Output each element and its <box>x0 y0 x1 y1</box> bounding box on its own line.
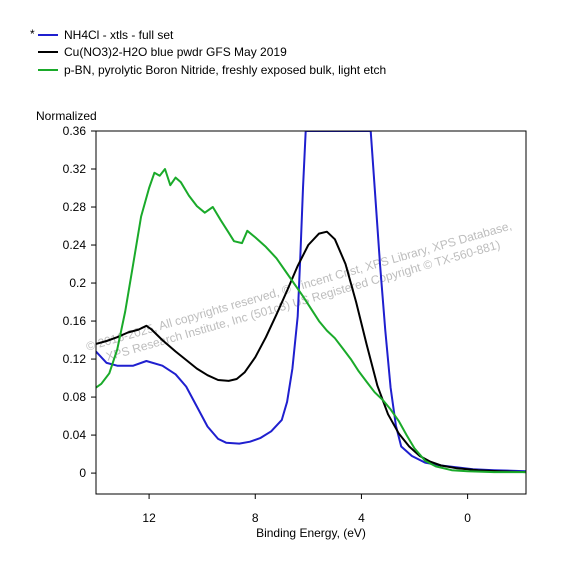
y-tick-label: 0 <box>79 466 86 480</box>
x-ticks: 12 8 4 0 <box>142 494 471 525</box>
x-tick-label: 8 <box>252 511 259 525</box>
y-tick-label: 0.28 <box>63 200 87 214</box>
y-tick-label: 0.12 <box>63 352 87 366</box>
y-axis-title: Normalized <box>36 109 97 123</box>
series-pbn-line <box>96 168 526 474</box>
plot-area: 0 0.04 0.08 0.12 0.16 0.2 0.24 0.28 0.32 0.36 12 8… <box>63 124 527 525</box>
y-tick-label: 0.2 <box>69 276 86 290</box>
y-tick-label: 0.32 <box>63 162 87 176</box>
legend-label-pbn: p-BN, pyrolytic Boron Nitride, freshly e… <box>64 63 386 77</box>
y-tick-label: 0.16 <box>63 314 87 328</box>
series-layer <box>96 131 526 474</box>
y-tick-label: 0.36 <box>63 124 87 138</box>
x-axis-title: Binding Energy, (eV) <box>256 526 366 540</box>
legend: * NH4Cl - xtls - full set Cu(NO3)2-H2O b… <box>30 27 386 77</box>
series-cu-nitrate-line <box>96 230 526 474</box>
y-tick-label: 0.24 <box>63 238 87 252</box>
legend-marker: * <box>30 27 35 41</box>
legend-label-nh4cl: NH4Cl - xtls - full set <box>64 28 174 42</box>
y-tick-label: 0.04 <box>63 428 87 442</box>
legend-label-cu: Cu(NO3)2-H2O blue pwdr GFS May 2019 <box>64 45 287 59</box>
y-ticks: 0 0.04 0.08 0.12 0.16 0.2 0.24 0.28 0.32 0.36 <box>63 124 96 480</box>
x-tick-label: 12 <box>142 511 156 525</box>
y-tick-label: 0.08 <box>63 390 87 404</box>
x-tick-label: 4 <box>358 511 365 525</box>
series-nh4cl-line <box>96 131 526 473</box>
x-tick-label: 0 <box>464 511 471 525</box>
plot-frame <box>95 130 527 495</box>
